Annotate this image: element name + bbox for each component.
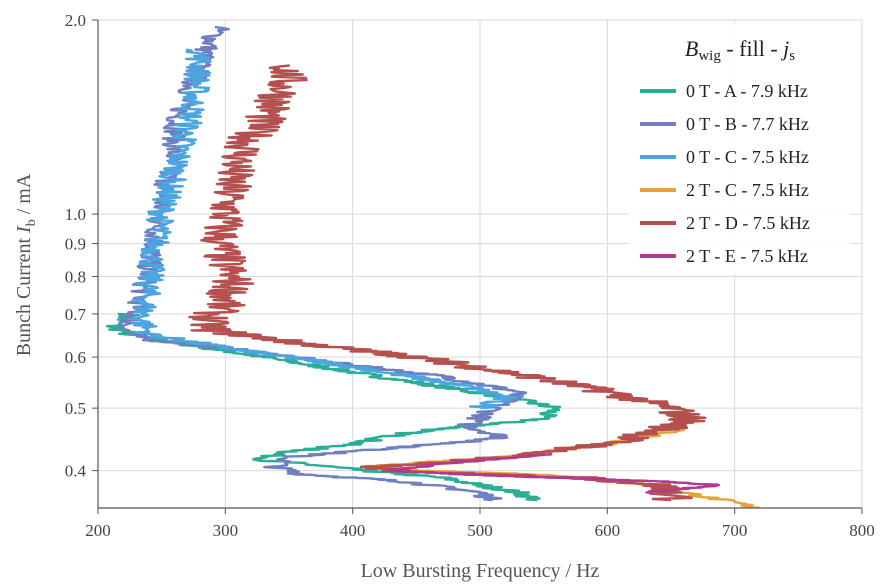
series-line <box>131 48 518 410</box>
legend-entry: 2 T - D - 7.5 kHz <box>640 213 810 233</box>
legend-title-j: j <box>780 36 789 61</box>
legend-label: 2 T - D - 7.5 kHz <box>686 213 810 233</box>
y-tick-label: 0.4 <box>65 462 87 481</box>
x-tick-label: 500 <box>467 521 493 540</box>
legend-label: 2 T - C - 7.5 kHz <box>686 180 809 200</box>
x-tick-label: 600 <box>595 521 621 540</box>
y-tick-label: 0.9 <box>65 235 86 254</box>
y-tick-label: 0.8 <box>65 268 86 287</box>
x-tick-label: 700 <box>722 521 748 540</box>
legend-items: 0 T - A - 7.9 kHz 0 T - B - 7.7 kHz 0 T - … <box>640 81 810 266</box>
y-tick-label: 1.0 <box>65 205 86 224</box>
x-tick-label: 800 <box>849 521 875 540</box>
series-layer <box>105 25 761 508</box>
y-axis-title-subscript: b <box>24 219 39 226</box>
legend-title-b: B <box>685 36 698 61</box>
series-1 <box>105 312 562 502</box>
y-axis-title-symbol: I <box>13 225 35 234</box>
y-axis-title-unit: / mA <box>13 173 35 219</box>
y-tick-label: 2.0 <box>65 11 86 30</box>
x-tick-label: 400 <box>340 521 366 540</box>
legend-background <box>628 24 850 274</box>
legend-label: 0 T - B - 7.7 kHz <box>686 114 809 134</box>
legend-title-b-sub: wig <box>698 48 721 64</box>
series-2 <box>116 25 528 502</box>
y-axis-title-text: Bunch Current <box>13 238 35 357</box>
legend-entry: 0 T - B - 7.7 kHz <box>640 114 809 134</box>
y-tick-label: 0.5 <box>65 399 86 418</box>
legend-title-rest: - fill - <box>721 36 783 61</box>
x-axis-title: Low Bursting Frequency / Hz <box>361 560 600 582</box>
legend-entry: 0 T - C - 7.5 kHz <box>640 147 809 167</box>
legend-entry: 2 T - E - 7.5 kHz <box>640 246 808 266</box>
series-line <box>386 452 720 494</box>
x-tick-label: 300 <box>213 521 239 540</box>
y-tick-label: 0.6 <box>65 348 86 367</box>
series-line <box>188 64 707 502</box>
ticks: 200 300 400 500 600 700 800 0.4 0.5 0.6 0.7 0.8 0.9 1… <box>65 11 875 540</box>
series-6 <box>386 452 720 494</box>
legend-title-j-sub: s <box>789 48 795 64</box>
legend-label: 0 T - A - 7.9 kHz <box>686 81 808 101</box>
series-line <box>105 312 562 502</box>
legend-label: 2 T - E - 7.5 kHz <box>686 246 808 266</box>
x-tick-label: 200 <box>85 521 111 540</box>
legend-title: Bwig - fill - js <box>685 36 795 64</box>
series-5 <box>188 64 707 502</box>
legend-entry: 2 T - C - 7.5 kHz <box>640 180 809 200</box>
legend-label: 0 T - C - 7.5 kHz <box>686 147 809 167</box>
legend-entry: 0 T - A - 7.9 kHz <box>640 81 808 101</box>
series-line <box>116 25 528 502</box>
y-tick-label: 0.7 <box>65 305 87 324</box>
series-3 <box>131 48 518 410</box>
y-axis-title: Bunch Current Ib / mA <box>13 173 39 356</box>
